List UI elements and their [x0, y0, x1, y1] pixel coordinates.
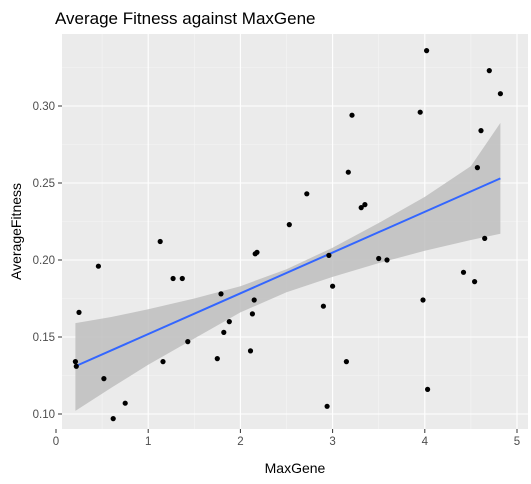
data-point — [362, 202, 367, 207]
data-point — [346, 170, 351, 175]
y-tick-label: 0.20 — [33, 255, 55, 267]
data-point — [344, 359, 349, 364]
data-point — [321, 304, 326, 309]
data-point — [76, 310, 81, 315]
data-point — [326, 253, 331, 258]
data-point — [304, 191, 309, 196]
data-point — [227, 319, 232, 324]
data-point — [160, 359, 165, 364]
x-tick-label: 1 — [145, 436, 151, 448]
data-point — [384, 257, 389, 262]
x-tick-label: 0 — [53, 436, 59, 448]
data-point — [73, 359, 78, 364]
data-point — [461, 270, 466, 275]
data-point — [424, 48, 429, 53]
data-point — [221, 330, 226, 335]
y-tick-label: 0.25 — [33, 178, 55, 190]
chart-title: Average Fitness against MaxGene — [55, 9, 316, 28]
data-point — [180, 276, 185, 281]
data-point — [325, 404, 330, 409]
x-axis-title: MaxGene — [265, 460, 326, 476]
data-point — [171, 276, 176, 281]
data-point — [475, 165, 480, 170]
data-point — [185, 339, 190, 344]
y-axis: 0.10 0.15 0.20 0.25 0.30 — [33, 101, 62, 421]
data-point — [123, 401, 128, 406]
data-point — [215, 356, 220, 361]
data-point — [252, 297, 257, 302]
data-point — [498, 91, 503, 96]
x-tick-label: 2 — [237, 436, 243, 448]
data-point — [111, 416, 116, 421]
x-tick-label: 4 — [422, 436, 429, 448]
y-tick-label: 0.30 — [33, 101, 55, 113]
data-point — [248, 348, 253, 353]
data-point — [158, 239, 163, 244]
data-point — [250, 311, 255, 316]
y-tick-label: 0.15 — [33, 332, 55, 344]
data-point — [218, 291, 223, 296]
y-tick-label: 0.10 — [33, 409, 55, 421]
data-point — [96, 264, 101, 269]
x-axis: 0 1 2 3 4 5 — [53, 429, 520, 448]
data-point — [330, 284, 335, 289]
data-point — [478, 128, 483, 133]
data-point — [420, 297, 425, 302]
data-point — [425, 387, 430, 392]
data-point — [101, 376, 106, 381]
data-point — [349, 113, 354, 118]
data-point — [418, 110, 423, 115]
data-point — [376, 256, 381, 261]
data-point — [287, 222, 292, 227]
data-point — [487, 68, 492, 73]
data-point — [472, 279, 477, 284]
x-tick-label: 3 — [329, 436, 335, 448]
x-tick-label: 5 — [514, 436, 520, 448]
y-axis-title: AverageFitness — [8, 183, 24, 280]
data-point — [74, 364, 79, 369]
data-point — [254, 250, 259, 255]
data-point — [482, 236, 487, 241]
